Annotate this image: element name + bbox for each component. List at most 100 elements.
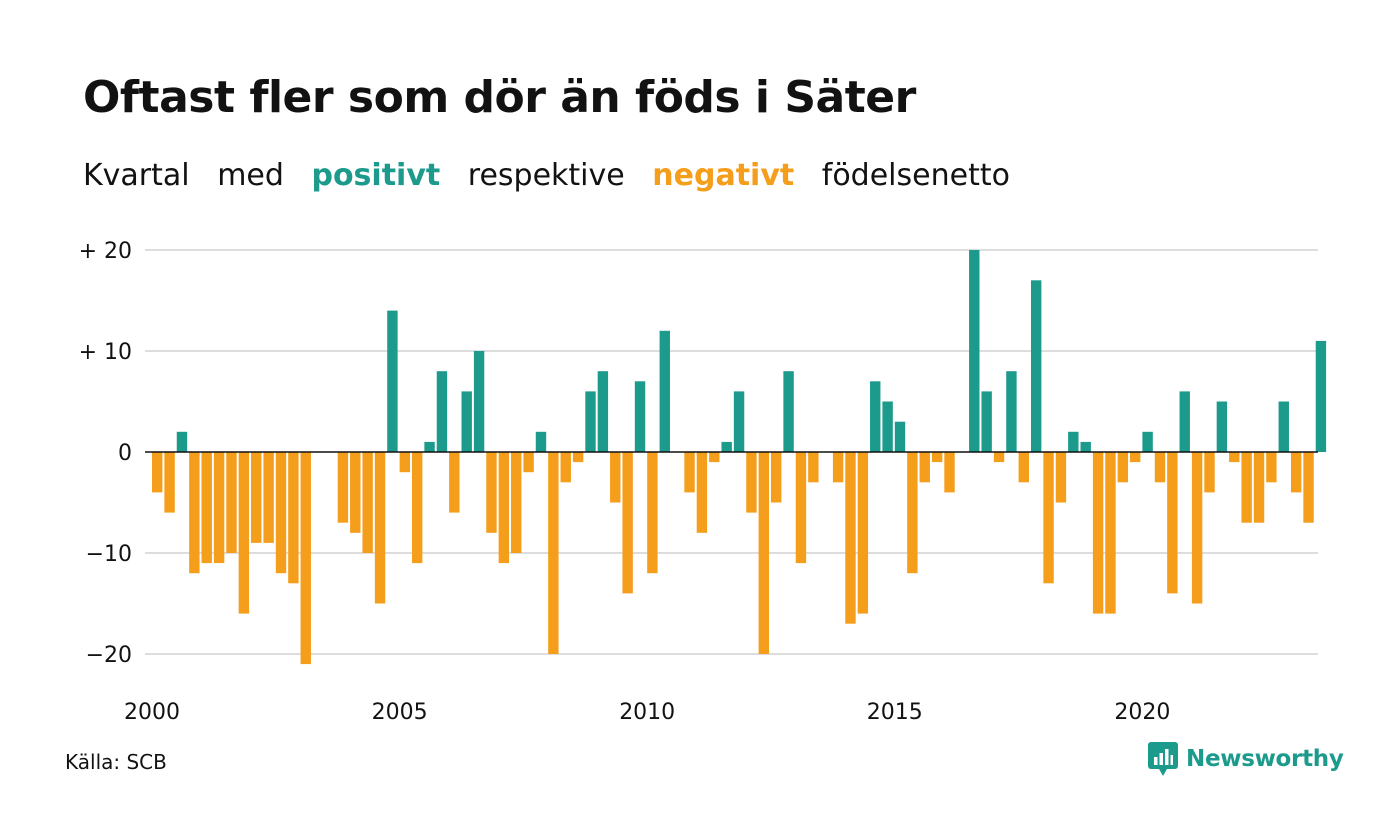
- bar-negative: [1154, 452, 1166, 483]
- x-tick-label: 2020: [1114, 700, 1170, 725]
- bar-positive: [634, 381, 646, 452]
- chart-title: Oftast fler som dör än föds i Säter: [83, 72, 916, 123]
- bar-negative: [411, 452, 423, 564]
- bar-negative: [1117, 452, 1129, 483]
- bar-negative: [1204, 452, 1215, 493]
- y-axis-ticks: + 20 + 10 0 −10 −20: [79, 239, 132, 668]
- y-tick-label: + 10: [79, 340, 132, 365]
- bar-negative: [857, 452, 869, 614]
- bar-negative: [795, 452, 807, 564]
- bar-negative: [300, 452, 311, 665]
- bar-positive: [1315, 340, 1327, 452]
- bar-negative: [350, 452, 361, 533]
- bar-positive: [882, 401, 893, 452]
- bar-negative: [1018, 452, 1029, 483]
- bar-negative: [275, 452, 287, 574]
- bar-negative: [709, 452, 720, 463]
- x-axis-ticks: 2000 2005 2010 2015 2020: [124, 700, 1170, 725]
- bar-negative: [1303, 452, 1314, 523]
- bar-negative: [213, 452, 225, 564]
- bar-positive: [535, 431, 547, 452]
- bars: [152, 250, 1327, 665]
- bar-negative: [337, 452, 349, 523]
- bar-positive: [969, 250, 980, 452]
- bar-negative: [1241, 452, 1252, 523]
- subtitle-text-3: respektive: [467, 158, 625, 193]
- bar-negative: [746, 452, 757, 513]
- bar-negative: [548, 452, 559, 654]
- bar-negative: [399, 452, 410, 473]
- x-tick-label: 2000: [124, 700, 180, 725]
- bar-negative: [362, 452, 373, 553]
- bar-positive: [659, 330, 670, 452]
- gridlines: [145, 249, 1318, 655]
- bar-negative: [226, 452, 237, 553]
- bar-negative: [201, 452, 212, 564]
- bar-negative: [931, 452, 943, 463]
- bar-negative: [647, 452, 658, 574]
- bar-positive: [597, 371, 609, 452]
- bar-negative: [251, 452, 262, 543]
- bar-positive: [436, 371, 448, 452]
- bar-positive: [1068, 431, 1079, 452]
- bar-negative: [1290, 452, 1302, 493]
- brand-name: Newsworthy: [1186, 746, 1344, 772]
- bar-negative: [1105, 452, 1116, 614]
- bar-negative: [832, 452, 844, 483]
- subtitle-text-4: födelsenetto: [821, 158, 1010, 193]
- bar-negative: [511, 452, 522, 553]
- bar-positive: [1030, 280, 1042, 452]
- bar-negative: [1130, 452, 1141, 463]
- y-tick-label: −10: [86, 542, 132, 567]
- bar-positive: [1080, 441, 1091, 452]
- bar-positive: [461, 391, 472, 452]
- bar-positive: [894, 421, 906, 452]
- bar-negative: [1043, 452, 1054, 584]
- bar-negative: [1167, 452, 1178, 594]
- bar-positive: [387, 310, 398, 452]
- bar-negative: [263, 452, 274, 543]
- bar-positive: [424, 441, 435, 452]
- bar-positive: [1216, 401, 1228, 452]
- bar-negative: [907, 452, 918, 574]
- bar-negative: [993, 452, 1005, 463]
- subtitle-text-2: med: [217, 158, 284, 193]
- bar-positive: [733, 391, 745, 452]
- bar-negative: [919, 452, 930, 483]
- bar-positive: [721, 441, 732, 452]
- bar-negative: [610, 452, 621, 503]
- subtitle-negative-label: negativt: [652, 158, 795, 193]
- bar-negative: [288, 452, 299, 584]
- bar-negative: [1092, 452, 1104, 614]
- bar-negative: [622, 452, 633, 594]
- bar-negative: [164, 452, 175, 513]
- x-tick-label: 2010: [619, 700, 675, 725]
- subtitle-positive-label: positivt: [311, 158, 441, 193]
- bar-positive: [585, 391, 596, 452]
- bar-negative: [189, 452, 200, 574]
- bar-negative: [944, 452, 955, 493]
- bar-negative: [845, 452, 856, 624]
- newsworthy-logo: Newsworthy: [1148, 742, 1344, 776]
- bar-negative: [449, 452, 460, 513]
- chart-subtitle: Kvartal med positivt respektive negativt…: [83, 158, 1028, 193]
- bar-negative: [808, 452, 819, 483]
- y-tick-label: −20: [86, 643, 132, 668]
- source-note: Källa: SCB: [65, 750, 167, 774]
- bar-negative: [238, 452, 250, 614]
- bar-negative: [684, 452, 695, 493]
- bar-negative: [771, 452, 782, 503]
- bar-positive: [473, 351, 485, 452]
- bar-negative: [1253, 452, 1265, 523]
- y-tick-label: + 20: [79, 239, 132, 264]
- bar-negative: [572, 452, 584, 463]
- bar-negative: [523, 452, 534, 473]
- x-tick-label: 2015: [867, 700, 923, 725]
- bar-positive: [1179, 391, 1190, 452]
- subtitle-text-1: Kvartal: [83, 158, 190, 193]
- bar-negative: [1266, 452, 1277, 483]
- bar-negative: [374, 452, 386, 604]
- y-tick-label: 0: [118, 441, 132, 466]
- bar-negative: [758, 452, 770, 654]
